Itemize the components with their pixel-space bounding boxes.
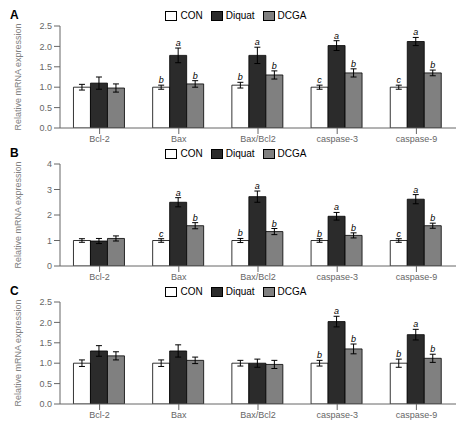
svg-text:b: b bbox=[317, 350, 322, 360]
html-text:CON: CON bbox=[180, 10, 203, 21]
svg-text:Bax/Bcl2: Bax/Bcl2 bbox=[240, 272, 276, 282]
svg-text:3: 3 bbox=[47, 185, 52, 195]
svg-text:2: 2 bbox=[47, 210, 52, 220]
svg-text:2.0: 2.0 bbox=[39, 42, 52, 52]
svg-text:2.5: 2.5 bbox=[39, 297, 52, 307]
svg-text:b: b bbox=[272, 219, 277, 229]
html-text:CON: CON bbox=[180, 148, 203, 159]
svg-text:1.0: 1.0 bbox=[39, 358, 52, 368]
svg-text:b: b bbox=[396, 349, 401, 359]
svg-text:a: a bbox=[413, 27, 418, 37]
svg-text:Relative mRNA expression: Relative mRNA expression bbox=[13, 23, 23, 130]
svg-text:c: c bbox=[397, 229, 402, 239]
svg-text:1.0: 1.0 bbox=[39, 82, 52, 92]
svg-text:b: b bbox=[317, 229, 322, 239]
svg-text:caspase-9: caspase-9 bbox=[396, 134, 438, 144]
svg-text:b: b bbox=[430, 60, 435, 70]
html-text:B: B bbox=[10, 146, 19, 160]
svg-text:b: b bbox=[351, 334, 356, 344]
svg-text:Bcl-2: Bcl-2 bbox=[89, 134, 110, 144]
svg-text:Relative mRNA expression: Relative mRNA expression bbox=[13, 161, 23, 268]
svg-text:b: b bbox=[430, 213, 435, 223]
svg-text:0: 0 bbox=[47, 261, 52, 271]
html-text:Diquat: Diquat bbox=[225, 148, 255, 159]
html-text:CON: CON bbox=[180, 286, 203, 297]
svg-text:Bcl-2: Bcl-2 bbox=[89, 410, 110, 420]
svg-text:caspase-9: caspase-9 bbox=[396, 410, 438, 420]
svg-text:1.5: 1.5 bbox=[39, 62, 52, 72]
svg-text:a: a bbox=[413, 319, 418, 329]
svg-text:a: a bbox=[255, 37, 260, 47]
html-text:A: A bbox=[10, 8, 19, 22]
html-text:DCGA: DCGA bbox=[277, 10, 307, 21]
svg-text:Bax: Bax bbox=[171, 410, 187, 420]
svg-text:2.0: 2.0 bbox=[39, 318, 52, 328]
svg-text:0.0: 0.0 bbox=[39, 399, 52, 409]
svg-text:a: a bbox=[334, 306, 339, 316]
svg-text:b: b bbox=[159, 75, 164, 85]
svg-text:b: b bbox=[351, 223, 356, 233]
svg-text:a: a bbox=[413, 185, 418, 195]
svg-text:c: c bbox=[159, 229, 164, 239]
svg-text:b: b bbox=[351, 59, 356, 69]
svg-text:a: a bbox=[334, 202, 339, 212]
svg-text:0.5: 0.5 bbox=[39, 103, 52, 113]
html-text:DCGA: DCGA bbox=[277, 286, 307, 297]
svg-text:b: b bbox=[430, 344, 435, 354]
svg-text:1.5: 1.5 bbox=[39, 338, 52, 348]
html-text:Diquat: Diquat bbox=[225, 286, 255, 297]
svg-text:c: c bbox=[317, 75, 322, 85]
svg-text:Bax: Bax bbox=[171, 134, 187, 144]
svg-text:Bcl-2: Bcl-2 bbox=[89, 272, 110, 282]
svg-text:2.5: 2.5 bbox=[39, 21, 52, 31]
svg-text:a: a bbox=[334, 31, 339, 41]
svg-text:b: b bbox=[193, 71, 198, 81]
html-text:C: C bbox=[10, 284, 19, 298]
svg-text:a: a bbox=[176, 188, 181, 198]
svg-text:Bax/Bcl2: Bax/Bcl2 bbox=[240, 134, 276, 144]
html-text:DCGA: DCGA bbox=[277, 148, 307, 159]
svg-text:caspase-3: caspase-3 bbox=[316, 134, 358, 144]
svg-text:Bax/Bcl2: Bax/Bcl2 bbox=[240, 410, 276, 420]
svg-text:caspase-3: caspase-3 bbox=[316, 272, 358, 282]
svg-text:b: b bbox=[238, 228, 243, 238]
svg-text:Bax: Bax bbox=[171, 272, 187, 282]
svg-text:a: a bbox=[255, 181, 260, 191]
html-text:Diquat: Diquat bbox=[225, 10, 255, 21]
svg-text:caspase-3: caspase-3 bbox=[316, 410, 358, 420]
svg-text:c: c bbox=[397, 75, 402, 85]
svg-text:b: b bbox=[238, 72, 243, 82]
svg-text:b: b bbox=[193, 213, 198, 223]
svg-text:caspase-9: caspase-9 bbox=[396, 272, 438, 282]
svg-text:0.0: 0.0 bbox=[39, 123, 52, 133]
svg-text:a: a bbox=[176, 38, 181, 48]
svg-text:b: b bbox=[272, 61, 277, 71]
svg-text:1: 1 bbox=[47, 236, 52, 246]
svg-text:Relative mRNA expression: Relative mRNA expression bbox=[13, 299, 23, 406]
svg-text:0.5: 0.5 bbox=[39, 379, 52, 389]
svg-text:4: 4 bbox=[47, 159, 52, 169]
